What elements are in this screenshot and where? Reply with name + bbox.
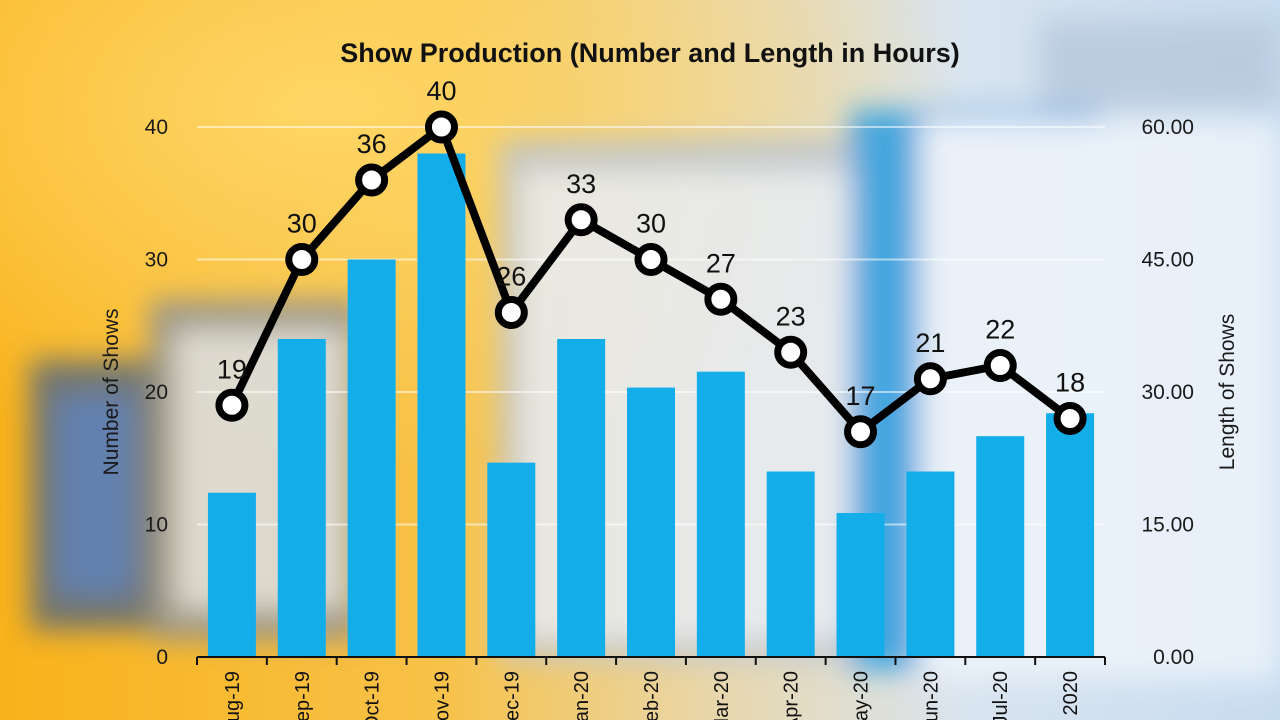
bar	[766, 471, 815, 657]
chart-title: Show Production (Number and Length in Ho…	[340, 38, 959, 68]
x-category-label: Nov-19	[431, 671, 453, 720]
line-data-label: 17	[846, 381, 876, 411]
line-marker	[913, 362, 947, 396]
x-category-label: Aug-19	[222, 671, 244, 720]
x-axis-category-labels: Aug-19 Sep-19 Oct-19 Nov-19 Dec-19 Jan-20 Feb-…	[222, 671, 1082, 720]
line-marker	[844, 415, 878, 449]
bar	[487, 462, 536, 657]
x-axis-ticks	[196, 657, 1106, 665]
x-category-label: Sep-19	[292, 671, 314, 720]
bar	[1046, 413, 1095, 657]
x-category-label: Dec-19	[501, 671, 523, 720]
bar	[557, 339, 606, 657]
line-data-label: 30	[636, 209, 666, 239]
bar	[976, 436, 1025, 657]
line-marker	[285, 243, 319, 276]
line-marker	[704, 282, 738, 316]
y-left-axis-title: Number of Shows	[100, 309, 123, 476]
line-data-label: 19	[217, 354, 247, 384]
line-marker	[424, 110, 458, 144]
line-data-label: 27	[706, 248, 736, 278]
x-category-label: May-20	[851, 671, 873, 720]
bar	[906, 471, 955, 657]
line-marker	[564, 203, 598, 237]
line-marker	[983, 349, 1017, 382]
line-marker	[215, 388, 249, 422]
bar	[277, 339, 326, 657]
y-left-tick-label: 10	[145, 514, 168, 537]
bar	[836, 513, 885, 657]
bar	[627, 387, 675, 657]
x-category-label: Jul-20	[990, 671, 1012, 720]
x-category-label: Apr-20	[781, 671, 803, 720]
line-marker	[634, 243, 668, 276]
line-data-label: 21	[915, 328, 945, 358]
y-right-tick-labels: 0.00 15.00 30.00 45.00 60.00	[1141, 116, 1194, 669]
line-data-label: 30	[287, 209, 317, 239]
line-data-label: 22	[985, 315, 1015, 345]
y-right-tick-label: 60.00	[1141, 116, 1194, 139]
bar	[207, 492, 256, 657]
y-left-tick-label: 30	[145, 249, 168, 272]
bar	[347, 259, 396, 657]
line-data-label: 26	[496, 262, 526, 292]
y-left-tick-label: 0	[156, 646, 168, 669]
x-category-label: 2020	[1060, 671, 1082, 716]
y-right-tick-label: 0.00	[1153, 646, 1194, 669]
bar-series	[207, 153, 1095, 657]
line-marker	[774, 335, 808, 369]
x-category-label: Feb-20	[641, 671, 663, 720]
y-right-tick-label: 30.00	[1141, 381, 1194, 404]
y-left-tick-label: 40	[145, 116, 168, 139]
y-left-tick-label: 20	[145, 381, 168, 404]
line-markers	[215, 110, 1087, 449]
x-category-label: Mar-20	[711, 671, 733, 720]
line-data-label: 23	[776, 301, 806, 331]
line-marker	[1053, 402, 1087, 435]
line-marker	[494, 296, 528, 329]
x-category-label: Oct-19	[362, 671, 384, 720]
bar	[696, 371, 745, 657]
line-data-label: 33	[566, 169, 596, 199]
line-data-label: 40	[426, 76, 456, 106]
x-category-label: Jun-20	[920, 671, 942, 720]
y-right-tick-label: 15.00	[1141, 514, 1194, 537]
line-data-label: 36	[357, 129, 387, 159]
bar	[417, 153, 466, 657]
line-data-label: 18	[1055, 368, 1085, 398]
x-category-label: Jan-20	[571, 671, 593, 720]
line-marker	[355, 163, 389, 197]
line-data-labels: 19 30 36 40 26 33 30 27 23 17 21 22 18	[217, 76, 1085, 411]
y-right-tick-label: 45.00	[1141, 249, 1194, 272]
y-right-axis-title: Length of Shows	[1216, 314, 1239, 470]
y-left-tick-labels: 0 10 20 30 40	[145, 116, 168, 669]
